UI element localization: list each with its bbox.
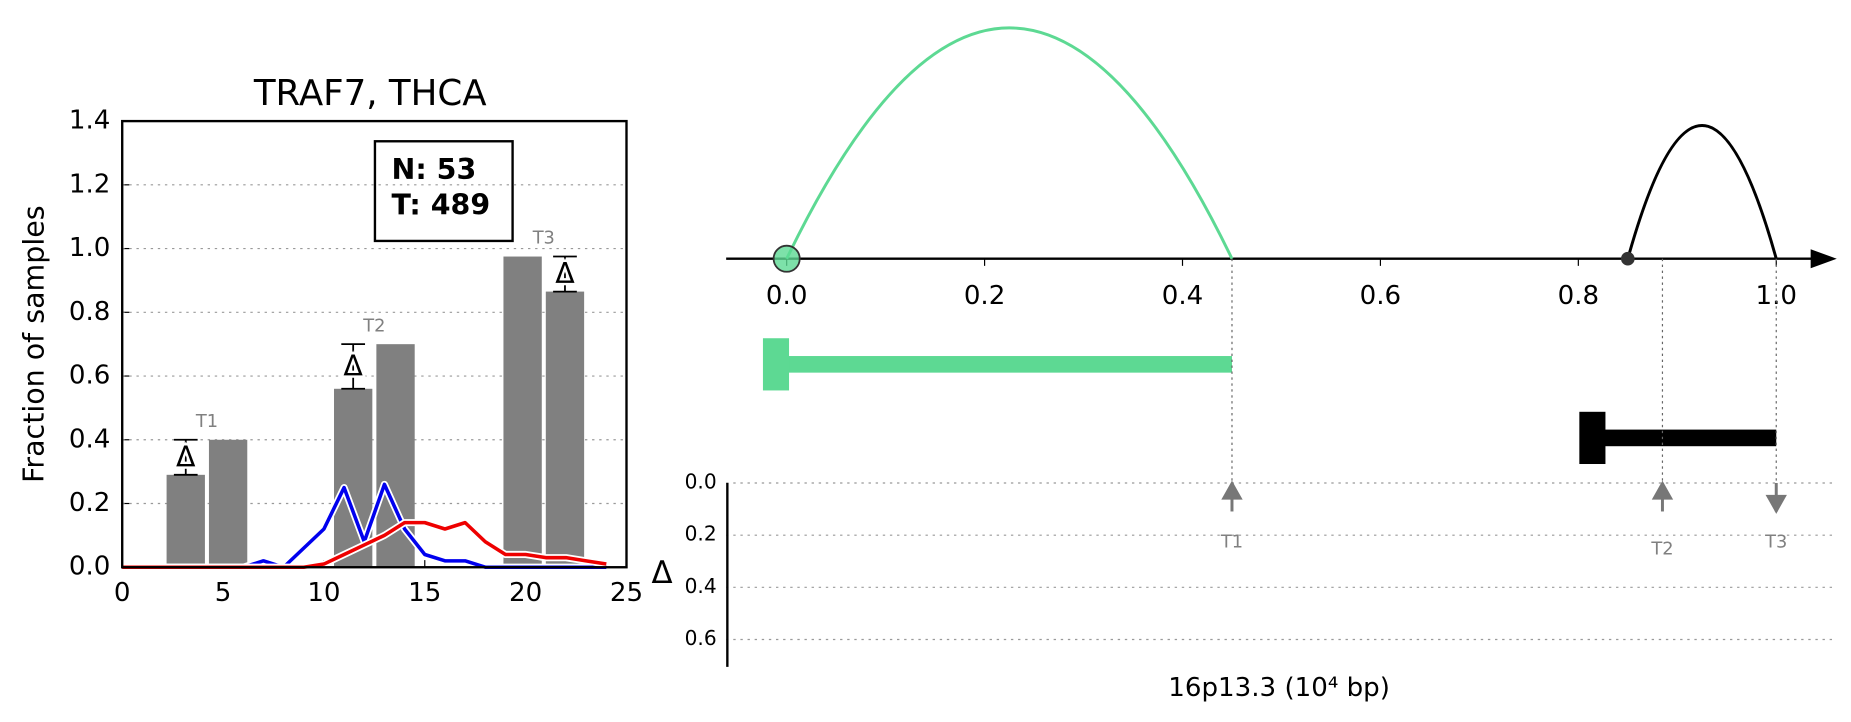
y-tick-label: 1.4: [69, 106, 111, 136]
bar: [545, 291, 585, 568]
x-tick-label: 0.2: [964, 281, 1006, 311]
chart-title: TRAF7, THCA: [253, 73, 487, 114]
x-tick-label: 0.6: [1360, 281, 1402, 311]
error-bar: [553, 255, 577, 293]
bar: [503, 256, 542, 568]
marker-arrow: [1651, 480, 1674, 500]
y-tick-label: 0.2: [69, 488, 111, 518]
delta-symbol: Δ: [176, 440, 196, 473]
x-tick-label: 0.8: [1558, 281, 1600, 311]
transcript-start: [762, 338, 790, 391]
bar: [208, 439, 248, 568]
annotation: N: 53: [392, 153, 477, 186]
y-tick-label: 0.0: [69, 552, 111, 582]
annotation-box: [373, 140, 514, 243]
annotation: T: 489: [392, 189, 491, 222]
y-tick-label: 0.6: [69, 361, 111, 391]
x-tick-label: 20: [509, 578, 542, 608]
error-bar: [173, 438, 198, 476]
y-axis-label: Fraction of samples: [18, 205, 51, 483]
x-tick-label: 10: [307, 578, 340, 608]
marker-arrow: [1221, 480, 1243, 500]
delta-symbol: Δ: [343, 350, 363, 383]
x-tick-label: 5: [215, 578, 232, 608]
bar-group-label: T2: [362, 315, 385, 336]
y-tick-label: 0.8: [69, 297, 111, 327]
marker-label: T3: [1764, 531, 1787, 552]
error-bar: [341, 343, 366, 390]
transcript-body: [1603, 429, 1777, 447]
bar-group-label: T1: [195, 411, 218, 432]
y-tick-label: 0.4: [685, 574, 717, 598]
y-tick-label: 0.0: [685, 469, 717, 493]
y-tick-label: 0.2: [685, 522, 717, 546]
x-axis-label: 16p13.3 (10⁴ bp): [1168, 673, 1390, 703]
y-tick-label: 0.6: [685, 626, 717, 650]
x-tick-label: 15: [408, 578, 441, 608]
y-tick-label: 0.4: [69, 424, 111, 454]
arc: [1626, 124, 1778, 260]
transcript-body: [786, 356, 1232, 373]
arc-start: [1620, 251, 1635, 266]
x-tick-label: 0: [114, 578, 131, 608]
arc-start: [772, 244, 801, 273]
bar-group-label: T3: [532, 228, 555, 249]
marker-arrow: [1765, 494, 1787, 514]
bar: [166, 474, 205, 568]
x-tick-label: 0.0: [766, 281, 808, 311]
marker-label: T2: [1650, 538, 1673, 559]
plot-frame: [121, 119, 628, 569]
x-tick-label: 25: [610, 578, 643, 608]
y-tick-label: 1.0: [69, 233, 111, 263]
y-tick-label: 1.2: [69, 169, 111, 199]
y-axis-label: Δ: [652, 555, 673, 591]
x-axis-arrow: [1810, 249, 1837, 269]
x-tick-label: 0.4: [1162, 281, 1204, 311]
arc: [785, 26, 1234, 260]
delta-symbol: Δ: [555, 257, 575, 290]
marker-label: T1: [1220, 531, 1243, 552]
transcript-start: [1579, 411, 1606, 465]
